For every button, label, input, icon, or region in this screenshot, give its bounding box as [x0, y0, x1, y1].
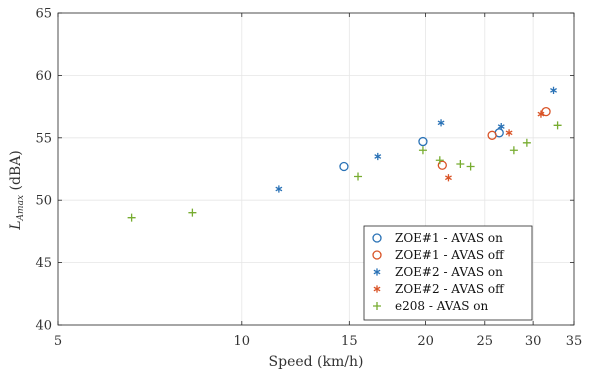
data-point [550, 86, 557, 94]
data-point [445, 174, 452, 182]
data-point [497, 122, 505, 131]
marker-asterisk [497, 122, 505, 131]
data-point [541, 106, 551, 117]
legend-label: ZOE#2 - AVAS off [395, 282, 505, 296]
data-point [374, 152, 382, 161]
series-zoe-1-avas-off [437, 106, 551, 170]
marker-circle [372, 233, 382, 243]
marker-circle [418, 136, 428, 147]
marker-plus [456, 160, 465, 169]
legend-item: ZOE#1 - AVAS off [372, 248, 505, 262]
marker-asterisk [505, 129, 513, 137]
x-axis-label: Speed (km/h) [269, 354, 364, 370]
marker-circle [372, 250, 382, 260]
y-axis-ticks: 40 45 50 55 60 65 [35, 7, 574, 334]
data-points [127, 86, 562, 222]
marker-plus [553, 121, 562, 130]
legend-item: ZOE#2 - AVAS off [373, 282, 505, 296]
data-point [487, 130, 497, 140]
y-tick-label: 60 [35, 69, 52, 84]
marker-plus [509, 146, 518, 155]
x-axis-ticks: 5 10 15 20 25 30 35 [54, 13, 582, 349]
y-tick-label: 55 [35, 131, 52, 146]
data-point [466, 162, 475, 171]
marker-asterisk [373, 285, 381, 293]
y-axis-label-main: L [8, 220, 24, 230]
marker-circle [339, 161, 349, 172]
legend-marker [372, 250, 382, 260]
marker-circle [437, 160, 447, 170]
legend-item: ZOE#2 - AVAS on [373, 265, 503, 279]
series-e208-avas-on [127, 121, 562, 222]
x-tick-label: 15 [341, 334, 358, 349]
plot-frame [57, 12, 575, 326]
data-point [339, 161, 349, 172]
data-point [275, 185, 283, 193]
y-axis-label: LAmax (dBA) [8, 150, 26, 231]
data-point [418, 146, 427, 155]
marker-plus [354, 172, 363, 181]
y-tick-label: 45 [35, 256, 52, 271]
data-point [437, 119, 445, 127]
x-tick-label: 30 [525, 334, 542, 349]
legend-label: ZOE#1 - AVAS off [395, 248, 505, 262]
series-zoe-2-avas-off [445, 110, 545, 182]
data-point [127, 213, 136, 222]
legend: ZOE#1 - AVAS on ZOE#1 - AVAS off ZOE#2 - A… [363, 225, 533, 321]
legend-item: ZOE#1 - AVAS on [372, 231, 503, 245]
data-point [188, 208, 197, 217]
data-point [553, 121, 562, 130]
marker-asterisk [445, 174, 452, 182]
legend-box [363, 225, 533, 321]
y-axis-label-unit: (dBA) [8, 150, 24, 195]
data-point [505, 129, 513, 137]
marker-plus [188, 208, 197, 217]
data-point [537, 110, 545, 118]
legend-marker [373, 302, 381, 310]
data-point [456, 160, 465, 169]
y-tick-label: 50 [35, 194, 52, 209]
marker-circle [541, 106, 551, 117]
data-point [435, 156, 444, 165]
marker-plus [373, 302, 381, 310]
legend-marker [372, 233, 382, 243]
y-tick-label: 40 [35, 319, 52, 334]
marker-asterisk [550, 86, 557, 94]
data-point [418, 136, 428, 147]
series-zoe-2-avas-on [275, 86, 557, 193]
data-point [522, 138, 531, 147]
marker-asterisk [437, 119, 445, 127]
data-point [354, 172, 363, 181]
marker-asterisk [373, 268, 381, 276]
marker-asterisk [537, 110, 545, 118]
x-tick-label: 10 [234, 334, 251, 349]
marker-asterisk [374, 152, 382, 161]
marker-circle [487, 130, 497, 140]
legend-item: e208 - AVAS on [373, 299, 489, 313]
data-point [509, 146, 518, 155]
legend-label: e208 - AVAS on [395, 299, 489, 313]
x-tick-label: 35 [566, 334, 583, 349]
legend-label: ZOE#2 - AVAS on [395, 265, 503, 279]
marker-plus [435, 156, 444, 165]
legend-marker [373, 268, 381, 276]
marker-plus [127, 213, 136, 222]
y-tick-label: 65 [35, 7, 52, 22]
marker-asterisk [275, 185, 283, 193]
data-point [437, 160, 447, 170]
x-tick-label: 25 [477, 334, 494, 349]
legend-label: ZOE#1 - AVAS on [395, 231, 503, 245]
marker-plus [522, 138, 531, 147]
marker-plus [466, 162, 475, 171]
x-tick-label: 5 [54, 334, 62, 349]
y-axis-label-subscript: Amax [16, 195, 26, 221]
marker-plus [418, 146, 427, 155]
legend-marker [373, 285, 381, 293]
x-tick-label: 20 [417, 334, 434, 349]
